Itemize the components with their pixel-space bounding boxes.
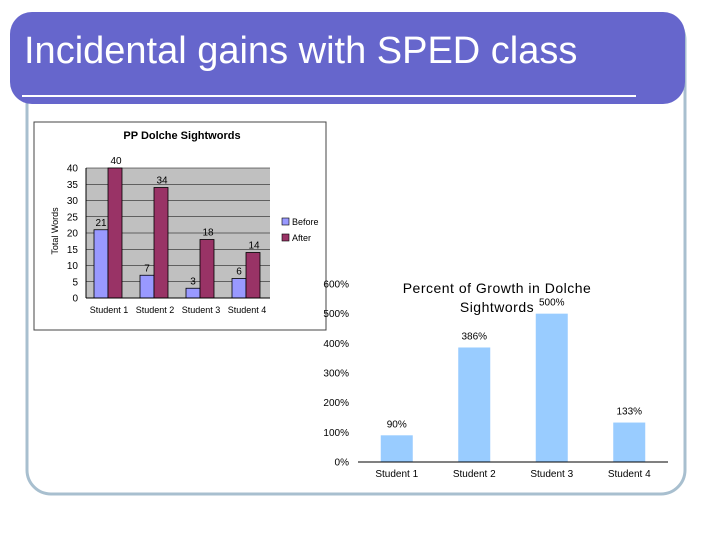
chart2-bars	[380, 313, 646, 462]
chart2-y-tick-label: 600%	[323, 280, 349, 291]
chart1-legend-swatch	[281, 233, 290, 242]
chart1-y-tick-label: 25	[67, 212, 79, 223]
chart2-y-tick-label: 100%	[323, 428, 349, 439]
chart2-x-tick-label: Student 1	[375, 469, 418, 480]
chart-pp-dolche-sightwords: PP Dolche Sightwords Total Words 0 5 10 15 2…	[33, 121, 327, 331]
chart1-bar-after	[199, 239, 215, 299]
chart1-y-tick-label: 10	[67, 261, 79, 272]
chart2-data-label: 133%	[616, 407, 642, 418]
chart1-x-ticks: Student 1 Student 2 Student 3 Student 4	[90, 305, 267, 315]
chart1-data-label: 21	[95, 218, 107, 229]
chart1-legend-swatch	[281, 217, 290, 226]
chart1-y-tick-label: 40	[67, 164, 79, 175]
chart1-x-tick-label: Student 1	[90, 305, 129, 315]
chart1-bar-before	[93, 229, 109, 299]
chart1-legend-label: After	[292, 233, 311, 243]
chart1-ylabel: Total Words	[50, 207, 60, 255]
chart1-data-label: 18	[202, 228, 214, 239]
chart2-bar	[613, 422, 646, 462]
chart1-bar-after	[153, 187, 169, 299]
chart2-data-label: 386%	[461, 331, 487, 342]
slide-title: Incidental gains with SPED class	[24, 30, 578, 72]
chart1-data-label: 14	[248, 241, 260, 252]
chart2-bar	[380, 435, 413, 462]
chart-percent-growth: Percent of Growth in Dolche Sightwords 0…	[323, 280, 668, 480]
chart1-y-ticks: 0 5 10 15 20 25 30 35 40	[67, 164, 79, 305]
chart2-y-tick-label: 300%	[323, 369, 349, 380]
chart2-title-line2: Sightwords	[460, 299, 534, 315]
chart2-y-tick-label: 400%	[323, 339, 349, 350]
chart2-y-tick-label: 200%	[323, 398, 349, 409]
chart1-bar-before	[231, 278, 247, 299]
chart1-y-tick-label: 35	[67, 180, 79, 191]
title-banner	[10, 12, 685, 104]
chart1-x-tick-label: Student 4	[228, 305, 267, 315]
chart2-y-ticks: 0% 100% 200% 300% 400% 500% 600%	[323, 280, 349, 469]
chart2-x-tick-label: Student 2	[453, 469, 496, 480]
chart2-data-label: 500%	[539, 298, 565, 309]
chart1-data-label: 3	[190, 276, 196, 287]
chart2-x-tick-label: Student 3	[530, 469, 573, 480]
chart2-y-tick-label: 0%	[335, 458, 350, 469]
chart1-data-label: 34	[156, 176, 168, 187]
chart1-x-tick-label: Student 2	[136, 305, 175, 315]
chart1-bar-after	[245, 252, 261, 299]
chart1-bar-before	[139, 274, 155, 299]
chart1-y-tick-label: 20	[67, 229, 79, 240]
chart1-data-label: 7	[144, 263, 150, 274]
chart1-data-label: 40	[110, 156, 122, 167]
chart2-title-line1: Percent of Growth in Dolche	[403, 280, 592, 296]
chart1-legend: Before After	[281, 217, 319, 243]
chart1-bar-after	[107, 167, 123, 299]
chart1-y-tick-label: 15	[67, 245, 79, 256]
chart2-x-ticks: Student 1 Student 2 Student 3 Student 4	[375, 469, 651, 480]
chart1-bar-before	[185, 287, 201, 299]
chart2-data-labels: 90% 386% 500% 133%	[387, 298, 642, 431]
chart1-y-tick-label: 30	[67, 196, 79, 207]
chart2-data-label: 90%	[387, 419, 407, 430]
chart1-y-tick-label: 5	[72, 277, 78, 288]
chart2-bar	[535, 313, 568, 462]
chart1-legend-label: Before	[292, 217, 319, 227]
chart1-title: PP Dolche Sightwords	[123, 130, 240, 142]
chart1-y-tick-label: 0	[72, 294, 78, 305]
chart1-data-labels: 21 40 7 34 3 18 6 14	[95, 156, 260, 287]
chart1-x-tick-label: Student 3	[182, 305, 221, 315]
chart2-bar	[458, 347, 491, 462]
chart1-data-label: 6	[236, 267, 242, 278]
chart2-y-tick-label: 500%	[323, 309, 349, 320]
chart2-x-tick-label: Student 4	[608, 469, 651, 480]
